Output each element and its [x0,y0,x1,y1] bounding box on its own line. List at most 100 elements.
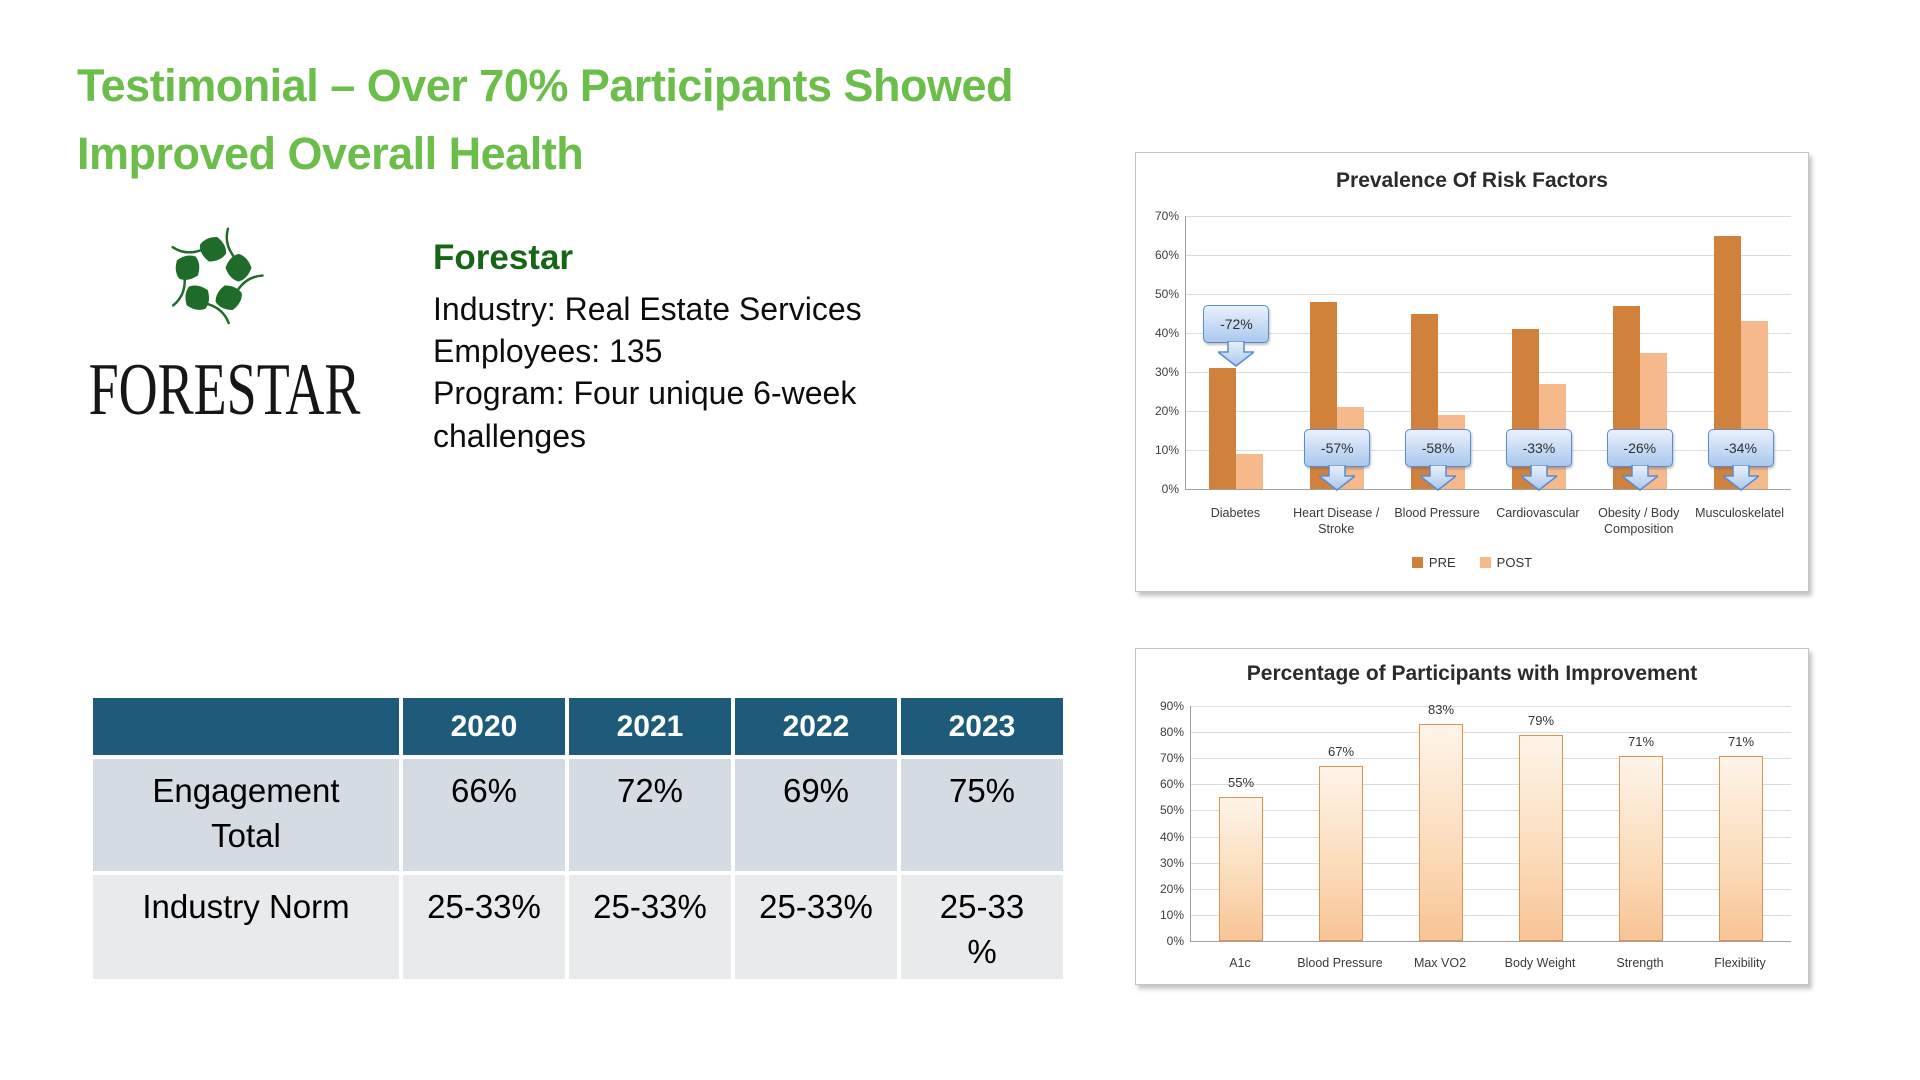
y-tick-label: 30% [1159,855,1184,870]
table-header-cell: 2022 [735,698,897,755]
table-cell: 72% [569,759,731,871]
data-label: 79% [1527,712,1555,728]
table-header-cell: 2021 [569,698,731,755]
plot-area: 55% 67% 83% 79% 71% 71% [1190,702,1791,942]
table-cell: 25-33% [403,875,565,979]
down-arrow-icon [1520,465,1557,491]
x-category-label: Diabetes [1210,506,1261,520]
bar [1719,755,1763,941]
bar [1519,734,1563,941]
x-category-label: Obesity / Body Composition [1598,506,1680,537]
engagement-table: 2020 2021 2022 2023 Engagement Total 66% 72% 69… [93,698,1063,979]
y-tick-label: 40% [1159,829,1184,844]
y-tick-label: 70% [1159,751,1184,766]
gridline [1186,411,1791,412]
legend-swatch [1479,557,1491,568]
table-cell: 69% [735,759,897,871]
table-header-cell: 2023 [901,698,1063,755]
down-arrow-icon [1218,341,1255,367]
chart-title: Prevalence Of Risk Factors [1336,169,1608,192]
y-tick-label: 0% [1161,482,1179,496]
table-cell: 25-33% [569,875,731,979]
y-tick-label: 90% [1159,699,1184,713]
table-cell: 25-33 % [901,875,1063,979]
y-tick-label: 80% [1159,725,1184,740]
gridline [1191,836,1791,838]
table-row-label: Industry Norm [93,875,399,979]
table-cell: 75% [901,759,1063,871]
gridline [1186,372,1791,373]
callout-badge: -34% [1707,429,1774,491]
y-tick-label: 10% [1159,907,1184,922]
gridline [1191,888,1791,890]
y-tick-label: 70% [1154,209,1179,223]
y-tick-label: 10% [1154,443,1179,457]
legend-item: PRE [1411,555,1456,570]
down-arrow-icon [1420,465,1457,491]
gridline [1191,914,1791,916]
gridline [1191,810,1791,812]
improvement-chart: Percentage of Participants with Improvem… [1135,648,1809,985]
legend-item: POST [1479,555,1533,570]
company-program: Program: Four unique 6-week challenges [433,375,857,454]
x-category-label: Strength [1616,956,1664,970]
x-category-label: Cardiovascular [1496,506,1580,520]
x-category-label: Musculoskelatel [1695,506,1785,520]
forestar-leaf-icon [171,227,264,325]
x-category-label: Max VO2 [1413,956,1467,970]
page-title-line1: Testimonial – Over 70% Participants Show… [77,60,1013,111]
table-cell: 25-33% [735,875,897,979]
company-employees: Employees: 135 [433,333,663,370]
x-category-label: Flexibility [1714,956,1766,970]
bar [1319,766,1363,941]
y-tick-label: 20% [1154,404,1179,418]
company-name: Forestar [433,238,574,277]
x-category-label: Blood Pressure [1394,506,1480,520]
forestar-wordmark: FORESTAR [88,349,361,431]
data-label: 55% [1227,775,1255,791]
chart-title: Percentage of Participants with Improvem… [1246,662,1698,685]
legend: PRE POST [1136,555,1808,570]
bar [1219,797,1263,941]
gridline [1186,255,1791,256]
y-tick-label: 20% [1159,881,1184,896]
gridline [1191,758,1791,760]
data-label: 83% [1427,702,1455,718]
table-header-cell-blank [93,698,399,755]
data-label: 71% [1727,733,1755,749]
y-tick-label: 40% [1154,326,1179,340]
y-tick-label: 30% [1154,365,1179,379]
callout-badge: -58% [1405,429,1472,491]
bar [1419,724,1463,941]
gridline [1186,333,1791,334]
y-tick-label: 50% [1154,287,1179,301]
x-category-label: Blood Pressure [1297,956,1383,970]
y-tick-label: 50% [1159,803,1184,818]
table-cell: 66% [403,759,565,871]
risk-factors-chart: Prevalence Of Risk Factors -72% -57% -58% -3… [1135,152,1809,592]
callout-badge: -72% [1203,305,1270,367]
x-category-label: Body Weight [1504,956,1576,970]
table-header-cell: 2020 [403,698,565,755]
y-tick-label: 0% [1166,934,1184,948]
company-industry: Industry: Real Estate Services [433,291,862,327]
gridline [1191,862,1791,864]
bar [1619,755,1663,941]
y-tick-label: 60% [1159,777,1184,792]
callout-badge: -33% [1505,429,1572,491]
legend-label: POST [1496,555,1533,570]
callout-label: -26% [1606,429,1673,467]
gridline [1186,216,1791,217]
bar-post [1236,453,1264,489]
callout-badge: -26% [1606,429,1673,491]
callout-label: -57% [1304,429,1371,467]
down-arrow-icon [1621,465,1658,491]
callout-label: -34% [1707,429,1774,467]
gridline [1186,294,1791,295]
down-arrow-icon [1319,465,1356,491]
x-category-label: Heart Disease / Stroke [1293,506,1380,537]
legend-swatch [1411,557,1423,568]
x-category-label: A1c [1229,956,1251,970]
gridline [1191,706,1791,707]
